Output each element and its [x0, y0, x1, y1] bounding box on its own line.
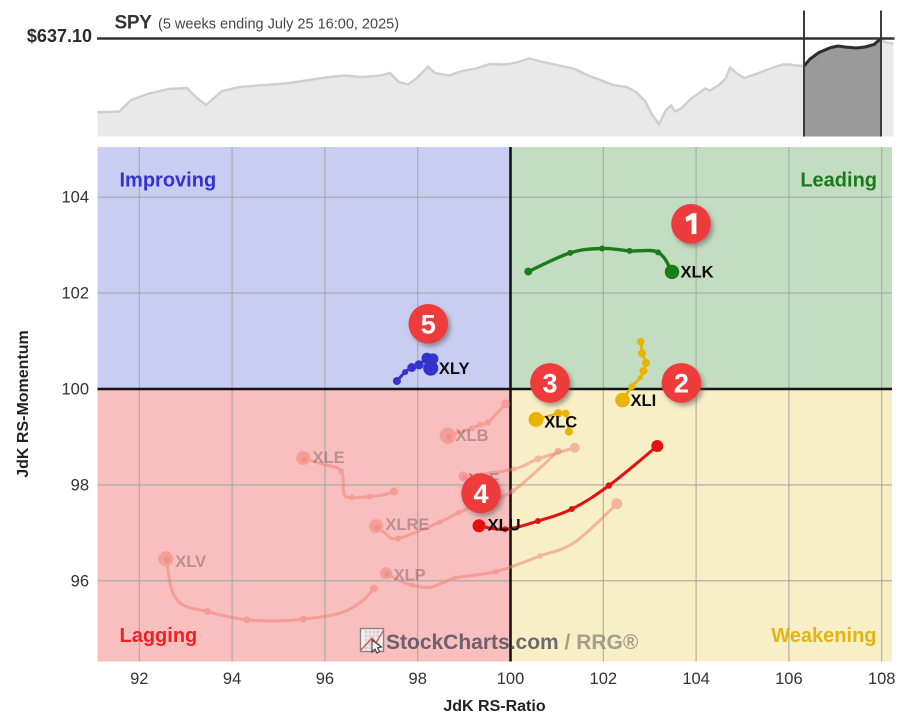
svg-text:XLE: XLE [313, 449, 345, 467]
svg-text:XLY: XLY [439, 360, 470, 378]
svg-text:104: 104 [682, 670, 710, 688]
svg-text:100: 100 [497, 670, 525, 688]
svg-text:XLU: XLU [488, 517, 521, 535]
svg-text:XLC: XLC [544, 414, 577, 432]
svg-text:98: 98 [71, 476, 89, 494]
svg-text:102: 102 [590, 670, 618, 688]
svg-text:Lagging: Lagging [120, 625, 198, 647]
svg-text:94: 94 [223, 670, 241, 688]
svg-text:96: 96 [316, 670, 334, 688]
svg-text:StockCharts.com / RRG®: StockCharts.com / RRG® [386, 631, 639, 654]
svg-text:XLV: XLV [175, 553, 206, 571]
svg-text:XLRE: XLRE [385, 516, 429, 534]
svg-text:SPY: SPY [115, 13, 153, 34]
svg-text:XLP: XLP [394, 567, 426, 585]
svg-text:102: 102 [61, 285, 89, 303]
svg-text:JdK RS-Momentum: JdK RS-Momentum [15, 330, 32, 478]
svg-text:Leading: Leading [800, 170, 877, 192]
svg-text:(5 weeks ending July 25 16:00,: (5 weeks ending July 25 16:00, 2025) [158, 17, 399, 33]
svg-text:96: 96 [71, 572, 89, 590]
svg-text:104: 104 [61, 189, 89, 207]
svg-text:4: 4 [473, 479, 488, 509]
svg-text:3: 3 [542, 368, 557, 398]
svg-text:Improving: Improving [120, 170, 217, 192]
svg-text:108: 108 [868, 670, 896, 688]
svg-text:Weakening: Weakening [771, 625, 876, 647]
svg-text:XLB: XLB [456, 427, 489, 445]
svg-text:JdK RS-Ratio: JdK RS-Ratio [443, 698, 545, 715]
svg-text:5: 5 [421, 309, 436, 339]
svg-text:106: 106 [775, 670, 803, 688]
svg-text:XLK: XLK [681, 264, 714, 282]
svg-text:2: 2 [674, 368, 689, 398]
svg-text:$637.10: $637.10 [27, 26, 92, 46]
svg-text:XLI: XLI [631, 392, 657, 410]
svg-text:98: 98 [409, 670, 427, 688]
svg-text:92: 92 [130, 670, 148, 688]
svg-text:100: 100 [61, 381, 89, 399]
